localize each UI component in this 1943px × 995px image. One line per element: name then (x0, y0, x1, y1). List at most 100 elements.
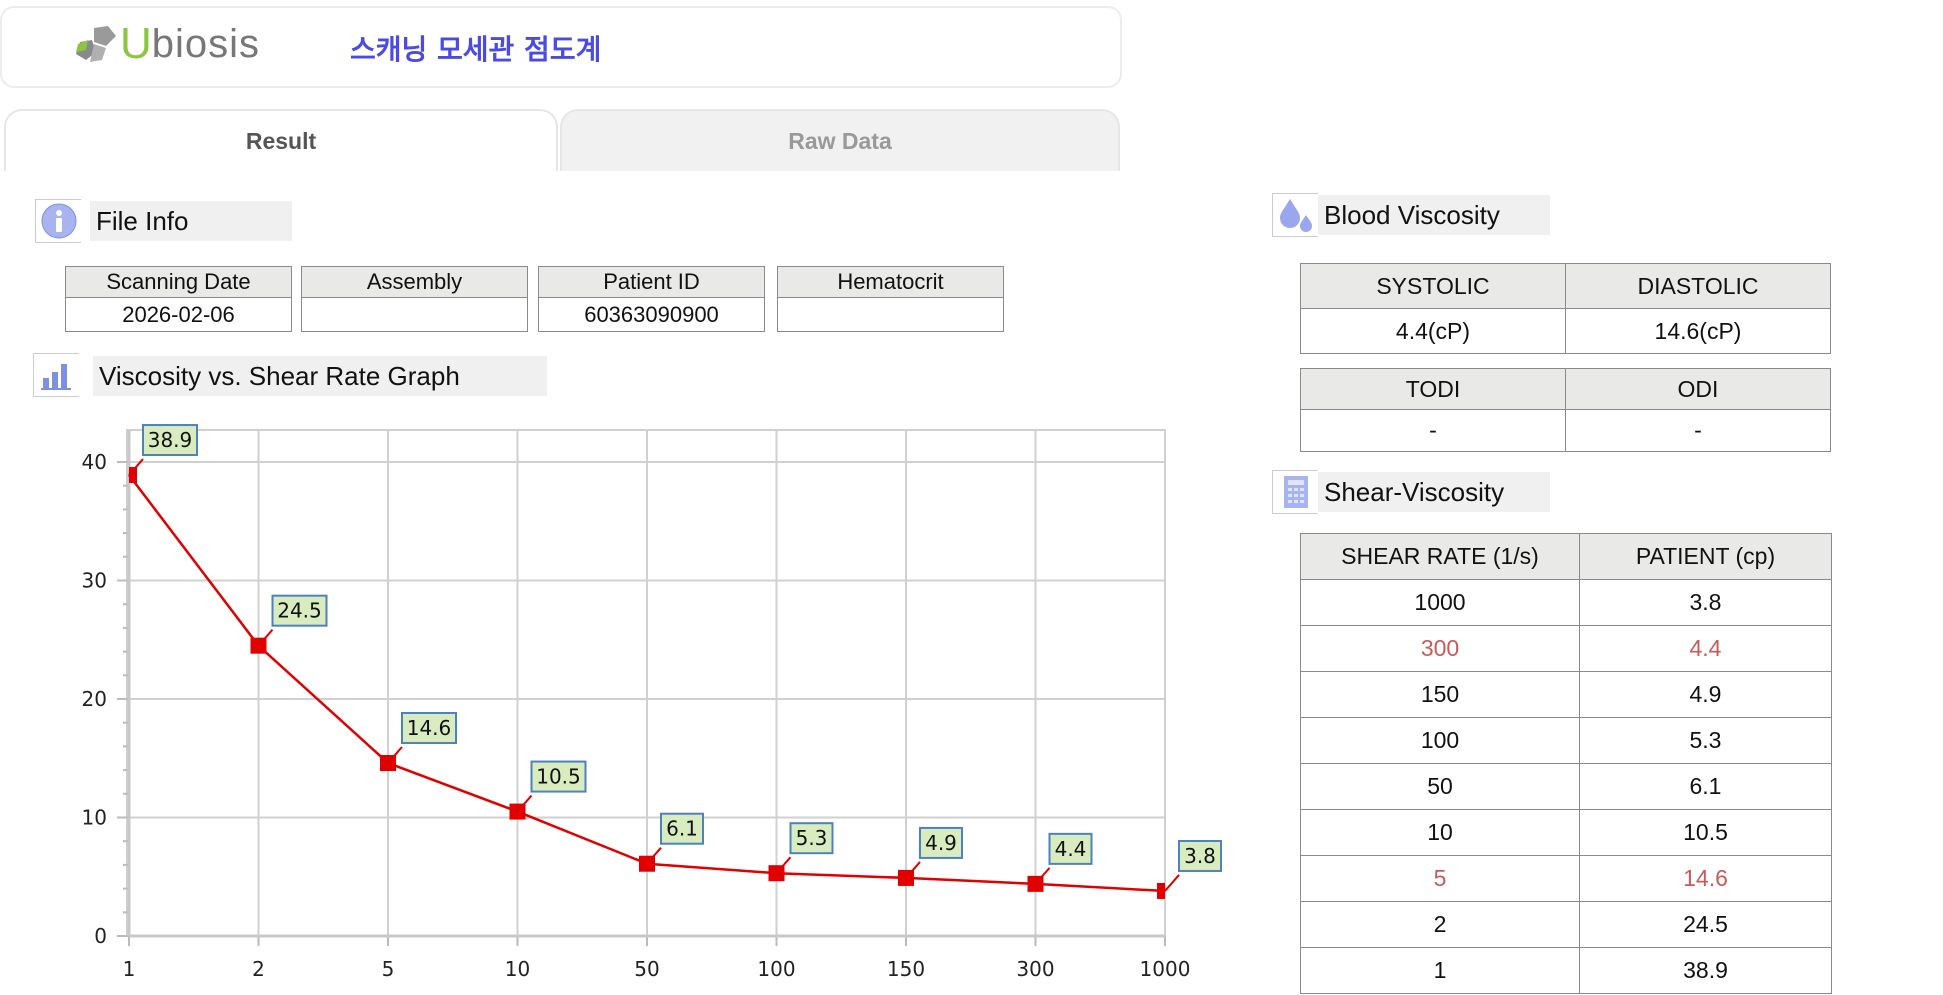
shear-rate-cell: 1 (1300, 947, 1580, 994)
data-label-box (919, 826, 963, 859)
x-tick-label: 300 (1016, 957, 1054, 981)
odi-value: - (1565, 409, 1831, 452)
diastolic-header: DIASTOLIC (1565, 263, 1831, 309)
graph-title: Viscosity vs. Shear Rate Graph (93, 356, 547, 396)
data-label-leader (775, 856, 792, 874)
x-tick-label: 100 (757, 957, 795, 981)
shear-rate-cell: 50 (1300, 763, 1580, 810)
shear-table-row: 150 4.9 (1300, 671, 1832, 718)
patient-value-cell: 3.8 (1579, 579, 1832, 626)
data-label: 14.6 (407, 716, 452, 740)
y-tick-label: 20 (82, 687, 107, 711)
data-label-leader (905, 861, 921, 879)
logo-text-u: U (120, 19, 152, 68)
todi-value: - (1300, 409, 1566, 452)
calculator-icon (1272, 470, 1318, 514)
shear-rate-cell: 2 (1300, 901, 1580, 948)
blood-viscosity-title: Blood Viscosity (1318, 195, 1550, 235)
shear-table-row: 100 5.3 (1300, 717, 1832, 764)
shear-table-row: 5 14.6 (1300, 855, 1832, 902)
data-label-leader (516, 794, 533, 813)
bar-chart-icon (33, 353, 79, 397)
data-label-leader (257, 629, 274, 647)
file-info-header: Assembly (301, 266, 528, 298)
viscosity-shear-chart: 1 2 5 10 50 100 150 300 1000 0 10 20 30 40 38.9 24.5 14.… (82, 424, 1222, 981)
shear-table-row: 1 38.9 (1300, 947, 1832, 994)
shear-table-row: 10 10.5 (1300, 809, 1832, 856)
data-label: 38.9 (148, 428, 193, 452)
data-label: 4.4 (1055, 837, 1087, 861)
odi-header: ODI (1565, 368, 1831, 410)
x-tick-label: 150 (887, 957, 925, 981)
file-info-title: File Info (90, 201, 292, 241)
file-info-value: 2026-02-06 (65, 298, 292, 332)
todi-odi-table: TODI ODI -- (1300, 368, 1831, 452)
data-label-box (401, 711, 457, 744)
systolic-value: 4.4(cP) (1300, 308, 1566, 354)
data-label-leader (387, 746, 403, 764)
data-point-marker (1157, 882, 1165, 899)
logo-mark-icon (76, 26, 116, 62)
x-tick-label: 2 (252, 957, 265, 981)
shear-table-row: 50 6.1 (1300, 763, 1832, 810)
x-tick-label: 1000 (1140, 957, 1191, 981)
file-info-header: Patient ID (538, 266, 765, 298)
shear-rate-header: SHEAR RATE (1/s) (1300, 533, 1580, 580)
tab-raw-data[interactable]: Raw Data (560, 109, 1120, 171)
shear-viscosity-table: SHEAR RATE (1/s) PATIENT (cp) 1000 3.8 300 4… (1300, 533, 1832, 994)
file-info-table: Scanning Date Assembly Patient ID Hematocri… (65, 266, 1004, 332)
shear-rate-cell: 100 (1300, 717, 1580, 764)
shear-rate-cell: 5 (1300, 855, 1580, 902)
shear-table-row: 1000 3.8 (1300, 579, 1832, 626)
data-label-leader (128, 458, 144, 476)
shear-rate-cell: 1000 (1300, 579, 1580, 626)
data-label-box (1178, 839, 1222, 872)
patient-value-cell: 6.1 (1579, 763, 1832, 810)
tab-result[interactable]: Result (4, 109, 558, 171)
data-label-leader (1164, 874, 1180, 892)
file-info-value (777, 298, 1004, 332)
file-info-header: Scanning Date (65, 266, 292, 298)
patient-value-cell: 24.5 (1579, 901, 1832, 948)
data-label-leader (1034, 867, 1051, 885)
data-label: 3.8 (1184, 844, 1216, 868)
systolic-diastolic-table: SYSTOLIC DIASTOLIC 4.4(cP) 14.6(cP) (1300, 263, 1831, 354)
patient-value-cell: 10.5 (1579, 809, 1832, 856)
patient-header: PATIENT (cp) (1579, 533, 1832, 580)
shear-rate-cell: 10 (1300, 809, 1580, 856)
file-info-header: Hematocrit (777, 266, 1004, 298)
y-tick-label: 0 (94, 924, 107, 948)
shear-table-row: 2 24.5 (1300, 901, 1832, 948)
shear-rate-cell: 300 (1300, 625, 1580, 672)
data-label: 24.5 (277, 599, 322, 623)
data-label-box (1048, 832, 1093, 865)
patient-value-cell: 14.6 (1579, 855, 1832, 902)
data-label-box (789, 822, 834, 855)
data-label-leader (646, 847, 662, 865)
data-label: 4.9 (925, 831, 957, 855)
data-label-box (142, 424, 198, 457)
shear-viscosity-title: Shear-Viscosity (1318, 472, 1550, 512)
patient-value-cell: 4.4 (1579, 625, 1832, 672)
logo-text-rest: biosis (151, 21, 261, 66)
data-label-box (271, 594, 328, 627)
file-info-value: 60363090900 (538, 298, 765, 332)
shear-rate-cell: 150 (1300, 671, 1580, 718)
x-tick-label: 5 (382, 957, 395, 981)
info-icon (35, 199, 81, 243)
x-tick-label: 1 (123, 957, 136, 981)
diastolic-value: 14.6(cP) (1565, 308, 1831, 354)
data-label: 6.1 (666, 817, 698, 841)
y-tick-label: 30 (82, 568, 107, 592)
blood-drops-icon (1272, 193, 1318, 237)
data-label: 10.5 (536, 765, 581, 789)
shear-table-row: 300 4.4 (1300, 625, 1832, 672)
systolic-header: SYSTOLIC (1300, 263, 1566, 309)
data-point-marker (129, 467, 137, 484)
data-label-box (660, 812, 704, 845)
patient-value-cell: 4.9 (1579, 671, 1832, 718)
app-header (0, 6, 1122, 88)
file-info-value (301, 298, 528, 332)
app-title: 스캐닝 모세관 점도계 (350, 33, 602, 66)
